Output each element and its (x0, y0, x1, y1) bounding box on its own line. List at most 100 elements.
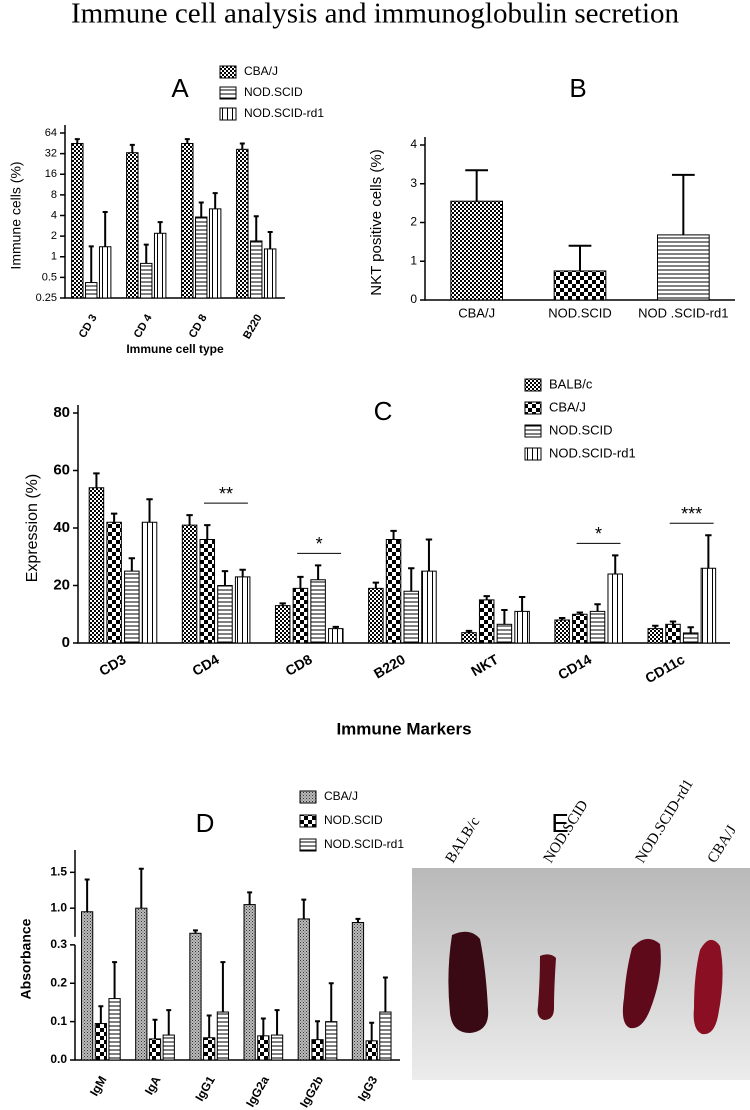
bar (236, 148, 249, 299)
x-axis-label: Immune Markers (336, 719, 471, 738)
x-tick-label: CD 8 (187, 312, 210, 340)
error-bar (192, 929, 198, 934)
bar (216, 1011, 230, 1061)
bar (88, 487, 105, 644)
error-bar (687, 626, 694, 633)
bar (328, 628, 344, 644)
axis (74, 850, 400, 1061)
y-tick-label: 3 (410, 176, 417, 190)
x-tick-label: NOD .SCID-rd1 (638, 305, 728, 320)
error-bar (253, 215, 259, 241)
panel-title: A (171, 73, 189, 103)
error-bar (576, 611, 584, 615)
error-bar (112, 961, 118, 999)
bar (81, 911, 94, 1061)
y-tick-label: 0.25 (36, 292, 57, 304)
legend-label: NOD.SCID (244, 85, 303, 99)
error-bar (594, 603, 601, 612)
error-bar (279, 602, 286, 606)
error-bar (74, 138, 80, 144)
error-bar (152, 1018, 158, 1039)
annotation: ** (219, 484, 233, 504)
bar (607, 573, 623, 644)
bar (311, 1039, 324, 1061)
error-bar (465, 169, 489, 202)
error-bar (220, 961, 226, 1013)
legend-swatch (219, 86, 237, 100)
bar (71, 142, 84, 299)
legend-label: NOD.SCID (549, 422, 613, 437)
x-tick-label: IgA (142, 1073, 164, 1097)
y-tick-label: 0.1 (50, 1014, 67, 1028)
bar (450, 200, 504, 301)
y-tick-label: 0 (62, 634, 70, 651)
bar (368, 587, 384, 644)
error-bar (369, 1021, 375, 1041)
error-bar (465, 629, 473, 633)
bar (478, 599, 495, 644)
bar (106, 521, 122, 644)
y-tick-label: 1 (410, 253, 417, 267)
panel-title: D (196, 808, 215, 838)
error-bar (186, 514, 193, 526)
spleen (537, 954, 556, 1020)
error-bar (198, 201, 204, 218)
y-tick-label: 4 (51, 209, 57, 221)
figure-title: Immune cell analysis and immunoglobulin … (71, 0, 680, 30)
error-bar (143, 243, 149, 264)
legend-label: NOD.SCID-rd1 (324, 837, 404, 851)
error-bar (129, 143, 135, 153)
bar (270, 1034, 284, 1061)
error-bar (260, 1017, 266, 1036)
error-bar (204, 524, 211, 540)
panel-title: C (374, 396, 393, 426)
x-tick-label: CD4 (189, 651, 221, 679)
y-tick-label: 20 (53, 576, 70, 593)
bar (589, 610, 606, 644)
bar (297, 918, 310, 1061)
y-axis-label: Immune cells (%) (8, 161, 24, 269)
legend-swatch (299, 814, 317, 828)
error-bar (110, 512, 118, 523)
y-tick-label: 2 (410, 215, 417, 229)
error-bar (518, 596, 526, 612)
legend-swatch (219, 107, 237, 121)
error-bar (652, 624, 659, 629)
spleen (448, 931, 489, 1033)
y-tick-label: 1.5 (50, 865, 67, 879)
annotation: * (316, 534, 323, 554)
bar (553, 270, 607, 301)
bar (108, 998, 121, 1061)
bar (657, 234, 710, 301)
legend-swatch (524, 447, 542, 461)
error-bar (247, 891, 253, 905)
y-tick-label: 80 (53, 404, 70, 421)
annotation: *** (681, 504, 702, 524)
legend-swatch (219, 65, 237, 79)
error-bar (328, 982, 334, 1022)
y-tick-label: 16 (45, 168, 57, 180)
photo-panel (412, 868, 750, 1080)
bar (292, 587, 309, 644)
error-bar (267, 230, 273, 249)
error-bar (558, 616, 566, 620)
error-bar (98, 1005, 104, 1024)
x-tick-label: CBA/J (458, 305, 495, 320)
bar (141, 521, 158, 644)
error-bar (84, 878, 90, 912)
error-bar (671, 173, 695, 235)
bar (250, 240, 263, 299)
x-tick-label: NOD.SCID (548, 305, 612, 320)
legend-label: CBA/J (244, 64, 278, 78)
bar (461, 632, 477, 644)
x-tick-label: IgG2b (297, 1074, 326, 1110)
x-tick-label: IgG1 (192, 1073, 218, 1103)
error-bar (315, 1020, 320, 1040)
y-axis-label: NKT positive cells (%) (368, 149, 385, 295)
error-bar (408, 567, 415, 592)
error-bar (501, 608, 508, 625)
error-bar (128, 557, 136, 572)
x-tick-label: IgM (87, 1074, 109, 1099)
error-bar (166, 1009, 172, 1036)
bar (199, 539, 216, 644)
